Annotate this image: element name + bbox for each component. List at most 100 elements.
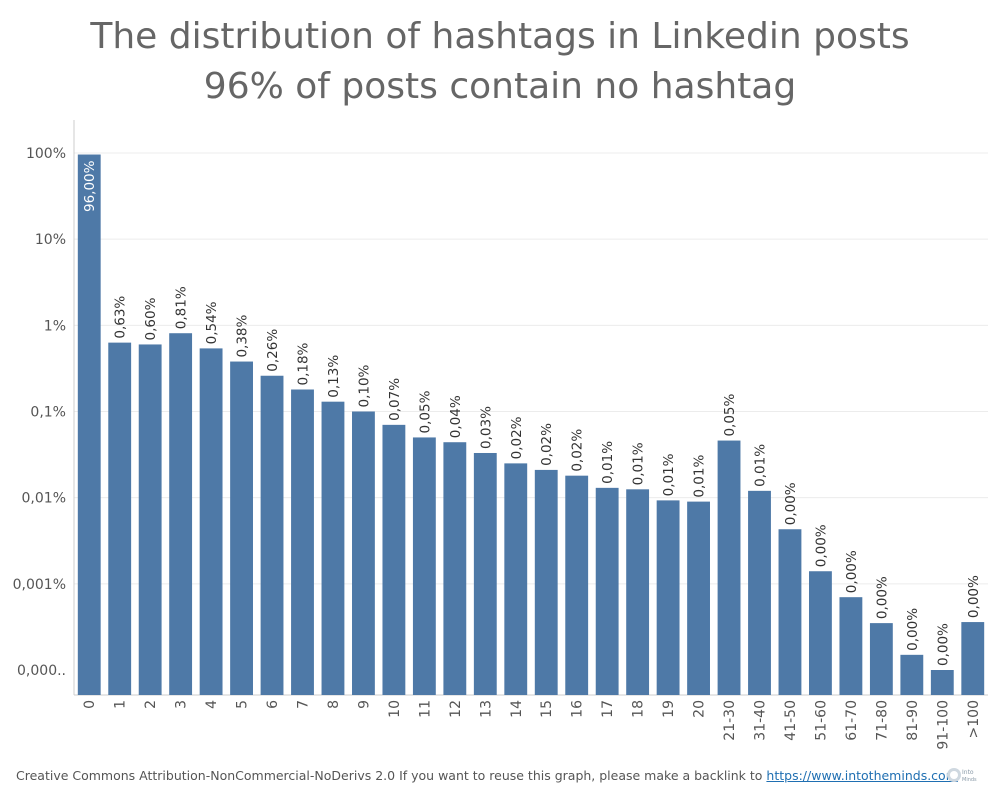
bar (656, 500, 680, 695)
data-label: 0,00% (935, 623, 951, 666)
data-label: 96,00% (82, 160, 98, 212)
x-tick-label: 14 (509, 700, 525, 718)
data-label: 0,00% (844, 550, 860, 593)
data-label: 0,03% (478, 406, 494, 449)
x-tick-label: 16 (570, 700, 586, 718)
x-tick-label: 20 (692, 700, 708, 718)
x-tick-label: 5 (235, 700, 251, 709)
data-label: 0,05% (722, 394, 738, 437)
bar (778, 529, 802, 695)
data-label: 0,02% (509, 416, 525, 459)
data-label: 0,00% (966, 575, 982, 618)
bar (77, 154, 101, 695)
x-tick-label: 0 (82, 700, 98, 709)
y-tick-label: 10% (35, 232, 66, 248)
data-label: 0,01% (631, 442, 647, 485)
bar (595, 487, 619, 695)
y-tick-label: 0,001% (13, 577, 66, 593)
data-label: 0,38% (235, 314, 251, 357)
x-tick-label: 31-40 (753, 700, 769, 741)
x-tick-label: 41-50 (783, 700, 799, 741)
bar (839, 597, 863, 695)
data-label: 0,26% (265, 329, 281, 372)
data-label: 0,01% (600, 441, 616, 484)
x-tick-label: 19 (661, 700, 677, 718)
x-tick-label: 8 (326, 700, 342, 709)
x-tick-label: 1 (113, 700, 129, 709)
bar (321, 401, 345, 695)
bar (961, 622, 985, 695)
intotheminds-logo-icon: Into Minds (947, 768, 977, 783)
chart-subtitle: 96% of posts contain no hashtag (203, 66, 797, 107)
x-tick-label: 18 (631, 700, 647, 718)
data-label: 0,10% (356, 364, 372, 407)
x-tick-label: 3 (174, 700, 190, 709)
data-label: 0,00% (905, 608, 921, 651)
bar (473, 452, 497, 695)
x-tick-label: 10 (387, 700, 403, 718)
footer-credit: Creative Commons Attribution-NonCommerci… (16, 768, 958, 783)
data-label: 0,00% (783, 482, 799, 525)
y-tick-label: 100% (26, 146, 66, 162)
bar (412, 437, 436, 695)
bar (260, 375, 284, 695)
bar (504, 463, 528, 695)
x-tick-label: 17 (600, 700, 616, 718)
footer-link[interactable]: https://www.intotheminds.com (766, 768, 958, 783)
data-label: 0,01% (753, 444, 769, 487)
bar (138, 344, 162, 695)
x-tick-label: 2 (143, 700, 159, 709)
data-label: 0,18% (296, 342, 312, 385)
bar (565, 475, 589, 695)
x-tick-label: >100 (966, 700, 982, 738)
bar (169, 333, 193, 695)
y-tick-label: 1% (44, 318, 66, 334)
bar (748, 490, 771, 695)
x-tick-label: 7 (296, 700, 312, 709)
x-tick-label: 4 (204, 700, 220, 709)
bar (717, 440, 741, 695)
bar (809, 571, 832, 695)
x-tick-label: 21-30 (722, 700, 738, 741)
data-label: 0,04% (448, 395, 464, 438)
bar (230, 361, 253, 695)
svg-text:Minds: Minds (962, 777, 977, 783)
bar (291, 389, 314, 695)
bar (352, 411, 375, 695)
data-label: 0,01% (692, 455, 708, 498)
bar (108, 342, 132, 695)
data-label: 0,02% (570, 429, 586, 472)
data-label: 0,81% (174, 286, 190, 329)
x-tick-label: 81-90 (905, 700, 921, 741)
x-tick-label: 61-70 (844, 700, 860, 741)
data-label: 0,63% (113, 296, 129, 339)
data-label: 0,07% (387, 378, 403, 421)
bar (930, 670, 954, 695)
x-tick-label: 9 (356, 700, 372, 709)
x-tick-label: 11 (417, 700, 433, 718)
footer-text: Creative Commons Attribution-NonCommerci… (16, 768, 767, 783)
y-tick-label: 0,1% (30, 405, 66, 421)
bar (869, 623, 893, 695)
y-tick-label: 0,01% (22, 491, 66, 507)
bar-chart: 100% 10% 1% 0,1% 0,01% 0,001% 0,000.. 96,00% 0 0,… (13, 120, 988, 750)
bar (199, 348, 223, 695)
data-label: 0,02% (539, 423, 555, 466)
data-label: 0,05% (417, 390, 433, 433)
x-tick-label: 13 (478, 700, 494, 718)
x-tick-label: 15 (539, 700, 555, 718)
x-tick-label: 12 (448, 700, 464, 718)
x-tick-label: 71-80 (874, 700, 890, 741)
data-label: 0,00% (874, 576, 890, 619)
bar (900, 654, 924, 695)
x-tick-label: 51-60 (813, 700, 829, 741)
bar (687, 501, 710, 695)
bar (534, 469, 558, 695)
svg-text:Into: Into (962, 769, 974, 776)
data-label: 0,54% (204, 301, 220, 344)
bar (382, 424, 406, 695)
data-label: 0,00% (813, 524, 829, 567)
bar (626, 489, 650, 695)
data-label: 0,13% (326, 355, 342, 398)
data-label: 0,60% (143, 297, 159, 340)
